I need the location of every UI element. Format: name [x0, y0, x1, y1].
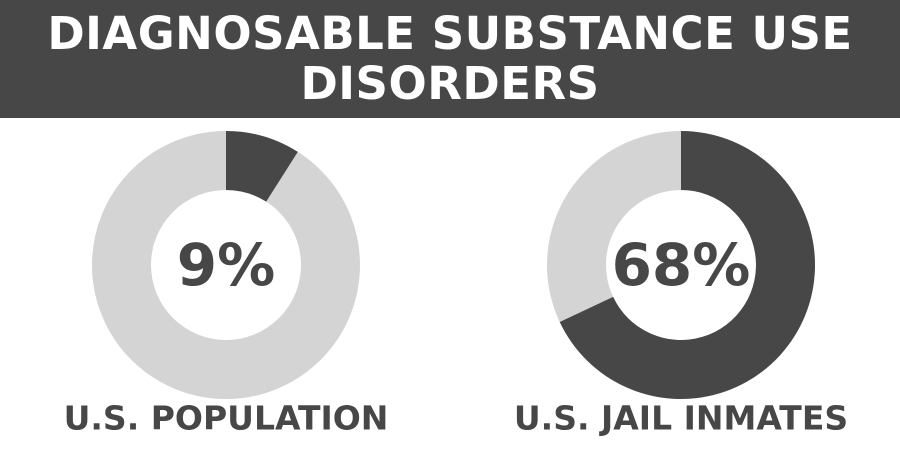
charts: 9% U.S. POPULATION 68% U.S. JAIL INMATES [64, 131, 848, 438]
donut-segment [559, 131, 815, 399]
header: DIAGNOSABLE SUBSTANCE USE DISORDERS [0, 0, 900, 118]
donut-segment [226, 131, 298, 202]
center-label: 9% [177, 231, 275, 299]
chart-caption: U.S. POPULATION [64, 399, 389, 438]
center-label: 68% [612, 231, 751, 299]
chart-caption: U.S. JAIL INMATES [514, 399, 848, 438]
page-title: DIAGNOSABLE SUBSTANCE USE DISORDERS [47, 7, 853, 110]
